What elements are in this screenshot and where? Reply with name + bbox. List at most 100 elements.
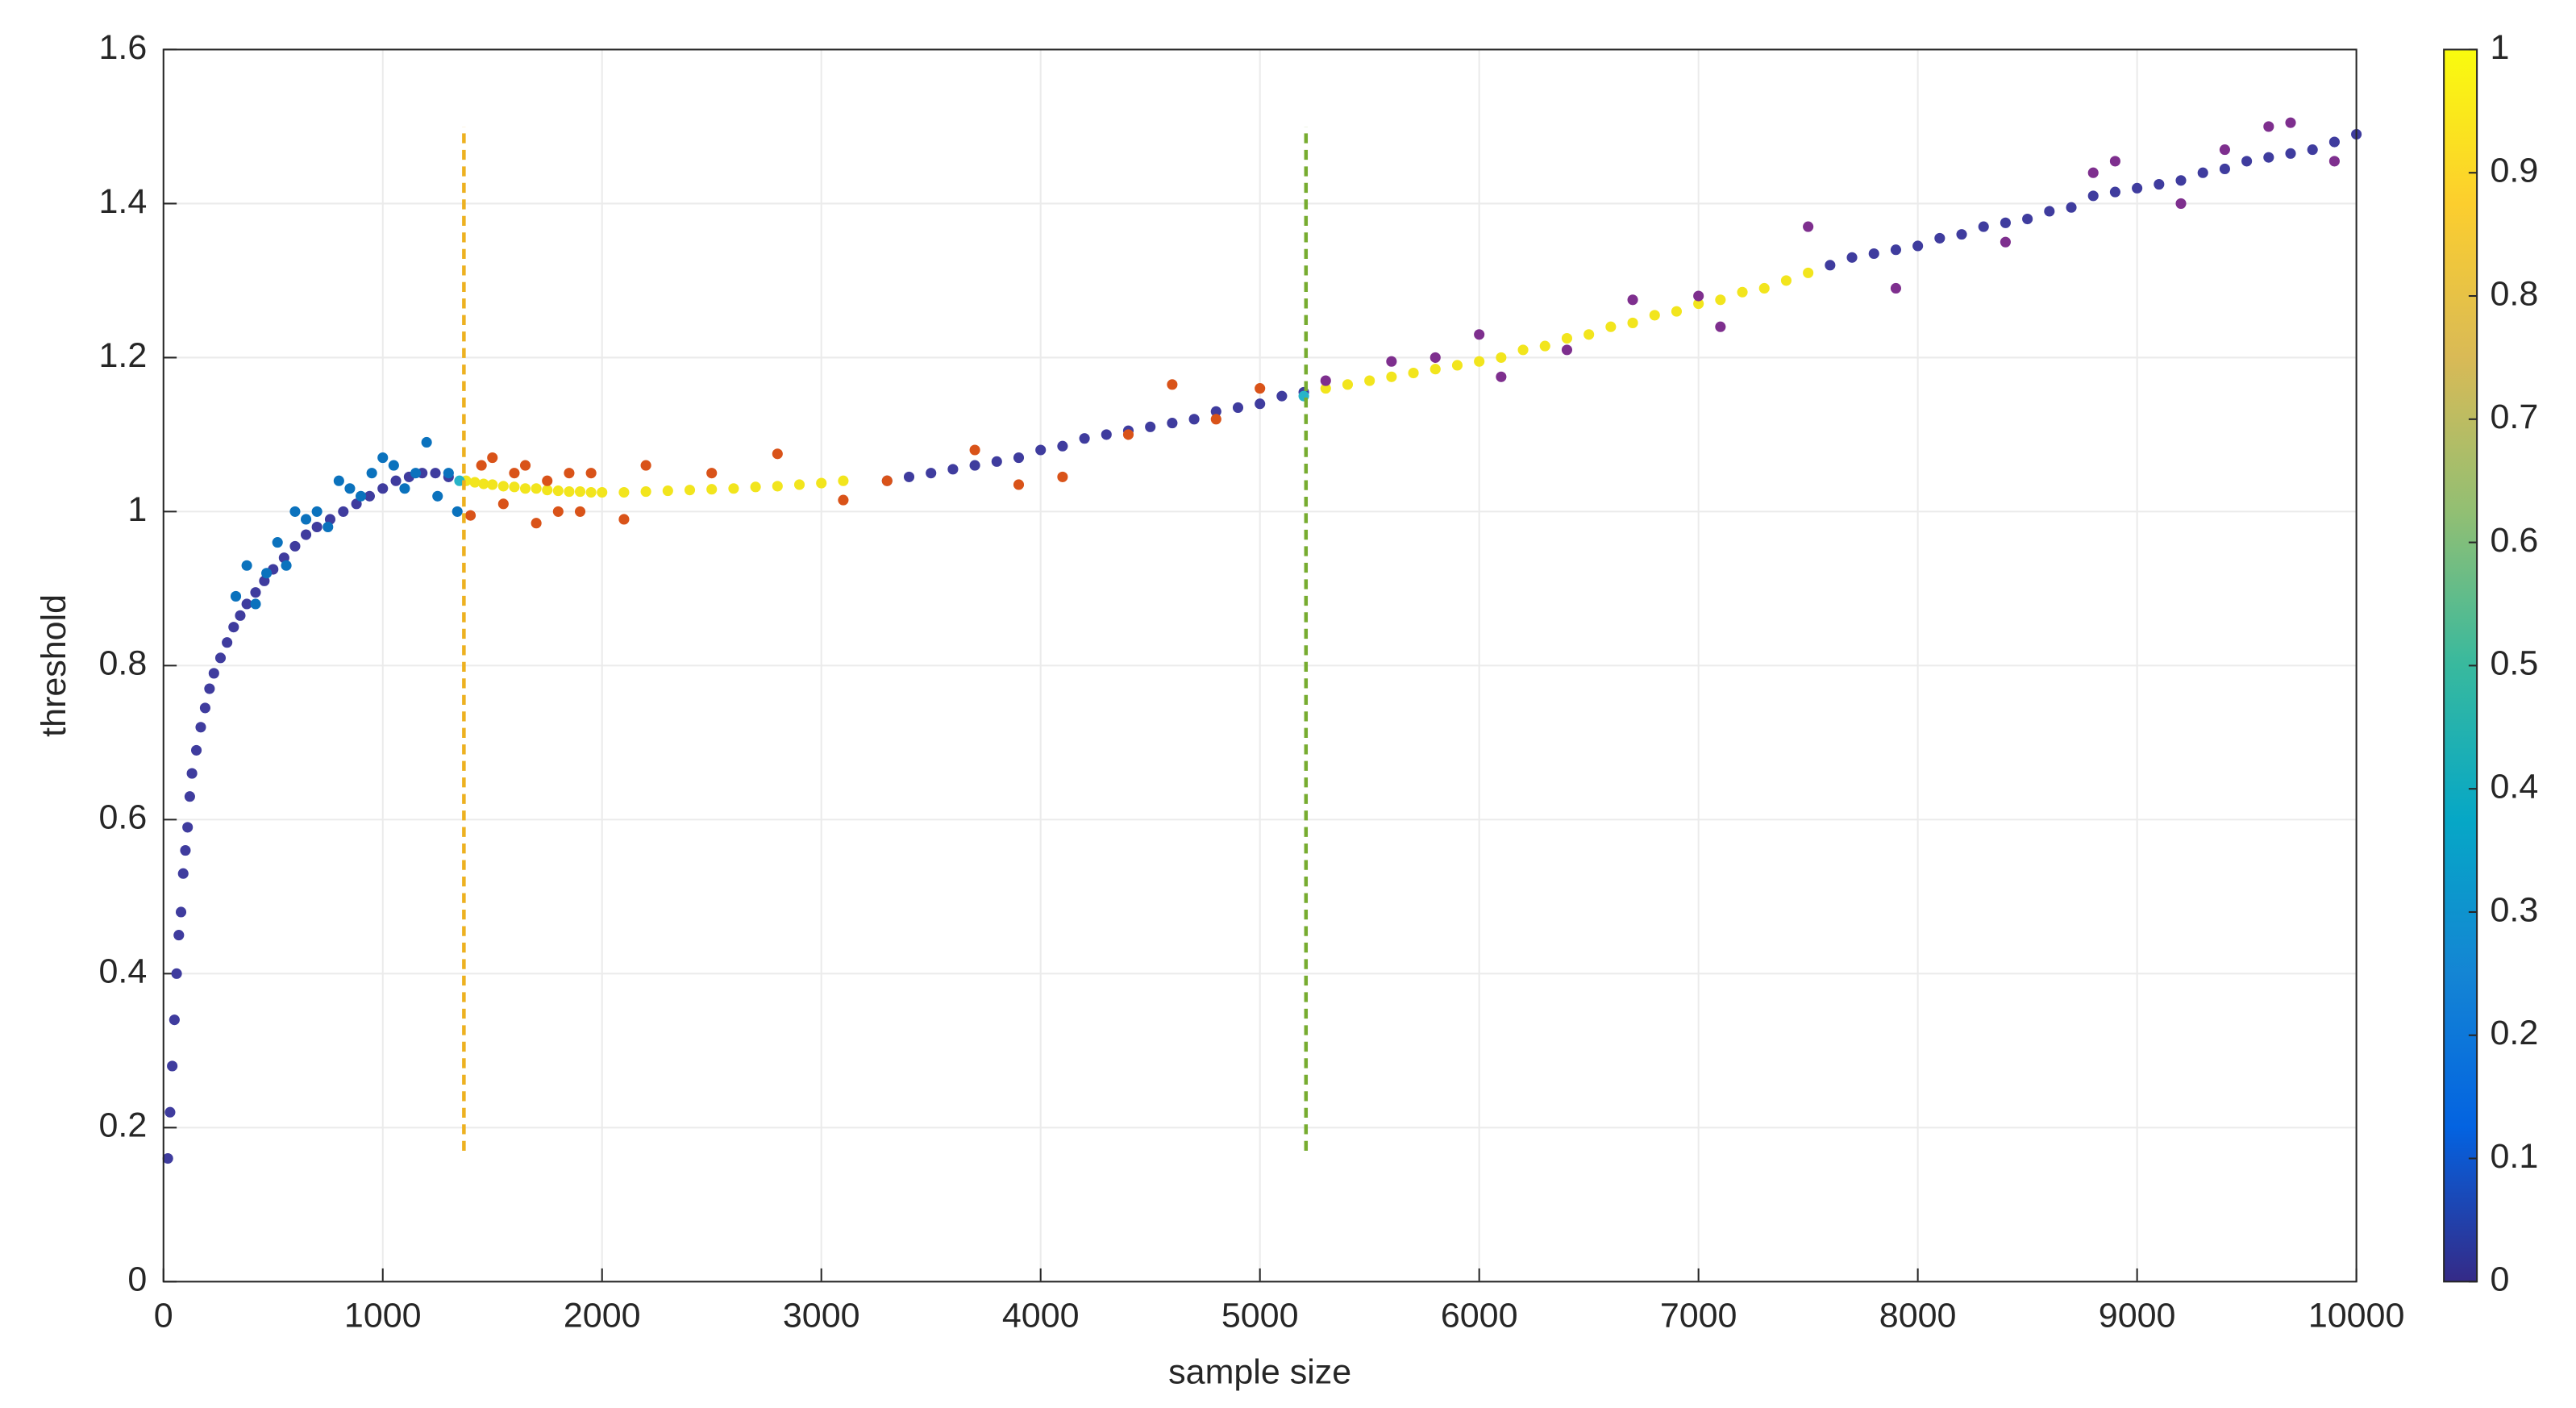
point — [351, 498, 362, 510]
point — [1912, 240, 1924, 252]
point — [1386, 371, 1397, 382]
point — [1671, 306, 1683, 317]
point — [585, 486, 597, 498]
point — [1803, 267, 1814, 278]
colorbar-tick-label: 0.2 — [2491, 1014, 2539, 1052]
point — [399, 483, 410, 494]
point — [838, 475, 849, 486]
point — [162, 1152, 173, 1164]
point — [2263, 152, 2274, 163]
point — [1868, 248, 1879, 260]
point — [772, 481, 783, 492]
point — [1934, 232, 1946, 244]
point — [1167, 418, 1178, 429]
x-tick-label: 1000 — [344, 1297, 422, 1335]
point — [469, 477, 481, 488]
point — [1035, 444, 1047, 456]
point — [195, 722, 206, 733]
point — [289, 506, 301, 517]
point — [1956, 229, 1967, 240]
point — [1605, 321, 1617, 332]
point — [1364, 375, 1375, 386]
point — [2241, 156, 2253, 167]
point — [167, 1060, 178, 1072]
point — [947, 464, 959, 475]
point — [2000, 217, 2011, 228]
colorbar-tick-label: 0.3 — [2491, 890, 2539, 929]
point — [250, 598, 261, 610]
x-tick-label: 7000 — [1660, 1297, 1737, 1335]
point — [1013, 452, 1025, 464]
point — [228, 622, 239, 633]
colorbar-tick-label: 0 — [2491, 1260, 2510, 1299]
point — [1627, 317, 1638, 328]
point — [618, 486, 630, 498]
point — [1539, 340, 1550, 352]
y-tick-label: 1 — [127, 490, 147, 529]
point — [186, 768, 198, 779]
point — [497, 498, 509, 510]
point — [816, 477, 827, 489]
point — [171, 968, 182, 979]
point — [497, 481, 509, 492]
point — [432, 490, 443, 502]
point — [574, 506, 586, 517]
point — [300, 514, 312, 525]
point — [2197, 167, 2208, 178]
point — [640, 460, 651, 471]
x-tick-label: 8000 — [1879, 1297, 1957, 1335]
point — [1079, 433, 1090, 444]
point — [1561, 344, 1573, 356]
point — [338, 506, 349, 517]
point — [2285, 148, 2296, 159]
point — [173, 930, 185, 941]
y-tick-label: 1.4 — [98, 182, 147, 221]
colorbar-tick-label: 0.4 — [2491, 768, 2539, 806]
x-tick-label: 5000 — [1221, 1297, 1299, 1335]
point — [640, 486, 651, 498]
point — [410, 468, 422, 479]
point — [204, 683, 215, 694]
colorbar-tick-label: 0.7 — [2491, 398, 2539, 436]
point — [1825, 260, 1836, 271]
point — [169, 1014, 180, 1026]
point — [1715, 294, 1726, 306]
x-axis-label: sample size — [1168, 1352, 1351, 1391]
point — [2175, 198, 2187, 209]
point — [281, 560, 292, 571]
point — [564, 486, 575, 498]
point — [390, 475, 402, 486]
point — [662, 485, 673, 497]
point — [443, 468, 454, 479]
point — [2175, 175, 2187, 186]
point — [1561, 332, 1573, 344]
point — [1496, 352, 1507, 363]
point — [1693, 298, 1704, 310]
point — [333, 475, 344, 486]
point — [184, 791, 195, 802]
point — [969, 460, 980, 471]
y-tick-label: 0.2 — [98, 1106, 147, 1145]
point — [881, 475, 893, 486]
y-axis-label: threshold — [35, 594, 73, 737]
point — [618, 514, 630, 525]
point — [1255, 398, 1266, 410]
point — [838, 494, 849, 506]
point — [377, 483, 389, 494]
point — [772, 448, 783, 460]
point — [1408, 367, 1419, 379]
y-tick-label: 0 — [127, 1260, 147, 1299]
point — [1758, 282, 1770, 294]
point — [300, 529, 312, 540]
point — [1342, 379, 1354, 390]
point — [542, 475, 553, 486]
point — [1715, 321, 1726, 332]
x-tick-label: 9000 — [2099, 1297, 2176, 1335]
point — [2328, 136, 2340, 148]
point — [241, 560, 252, 571]
point — [344, 483, 356, 494]
point — [2000, 236, 2011, 248]
point — [969, 444, 980, 456]
y-tick-label: 1.6 — [98, 28, 147, 67]
